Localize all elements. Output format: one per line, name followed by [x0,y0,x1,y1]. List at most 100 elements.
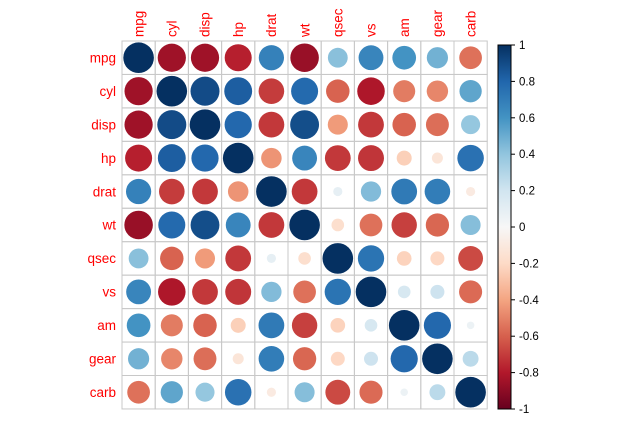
corr-circle-wt-qsec [331,218,345,232]
corr-circle-qsec-wt [298,252,311,265]
corr-circle-disp-hp [224,111,252,139]
row-label-carb: carb [90,385,116,400]
corr-circle-carb-wt [294,382,315,403]
col-label-vs: vs [364,23,379,37]
corr-circle-hp-cyl [157,144,186,173]
corr-circle-mpg-hp [224,44,252,72]
row-label-hp: hp [101,151,116,166]
corr-circle-carb-gear [429,384,446,401]
corr-circle-qsec-mpg [128,248,149,269]
corr-circle-disp-qsec [327,114,348,135]
col-label-mpg: mpg [131,11,146,37]
corr-circle-hp-gear [431,152,443,164]
corr-circle-wt-gear [425,213,450,237]
corr-circle-gear-carb [462,350,479,367]
corr-circle-carb-am [400,388,408,396]
corr-circle-am-mpg [126,313,151,338]
corr-circle-qsec-gear [430,251,445,266]
corr-circle-drat-wt [291,178,318,205]
corr-circle-hp-carb [457,144,484,172]
corr-circle-qsec-hp [225,245,252,272]
corr-circle-am-wt [291,312,318,339]
corr-circle-wt-drat [258,212,285,238]
corr-circle-am-qsec [330,317,346,333]
corr-circle-cyl-cyl [156,75,188,107]
corr-circle-qsec-disp [194,248,216,269]
corr-circle-mpg-disp [190,43,220,72]
corr-circle-cyl-wt [291,77,319,105]
colorbar-tick-label: 0 [519,222,525,234]
corr-circle-wt-mpg [124,210,153,240]
corr-circle-wt-disp [190,210,220,240]
corr-circle-mpg-vs [358,45,384,71]
corr-circle-drat-carb [466,186,476,197]
row-label-disp: disp [91,117,116,132]
row-label-cyl: cyl [100,84,117,99]
corr-circle-mpg-cyl [157,43,186,72]
corr-circle-disp-carb [461,115,481,135]
row-label-mpg: mpg [90,50,116,65]
row-label-qsec: qsec [87,251,116,266]
corr-circle-am-gear [423,311,451,339]
corr-circle-wt-cyl [158,211,186,239]
corr-circle-hp-wt [292,145,318,171]
corr-circle-vs-am [397,285,411,299]
corr-circle-drat-mpg [125,178,152,205]
corr-circle-cyl-mpg [124,77,153,106]
corr-circle-disp-vs [358,111,384,138]
row-label-drat: drat [93,184,117,199]
colorbar-tick-label: -0.2 [519,258,539,270]
corr-circle-drat-cyl [159,178,185,205]
corr-circle-cyl-carb [459,80,482,103]
corr-circle-carb-qsec [325,379,351,405]
corr-circle-mpg-am [392,45,417,70]
corr-circle-wt-wt [289,209,320,241]
corr-circle-vs-mpg [126,279,152,305]
corr-circle-drat-qsec [333,186,343,197]
corr-circle-hp-drat [261,147,282,169]
corr-circle-qsec-carb [458,246,484,271]
corr-circle-wt-vs [359,213,383,237]
corr-circle-disp-drat [258,111,285,138]
corr-circle-cyl-disp [190,76,220,106]
colorbar-tick-label: 1 [519,40,525,52]
col-label-qsec: qsec [331,8,346,37]
corr-circle-cyl-vs [357,77,385,105]
col-label-cyl: cyl [165,21,180,38]
corr-circle-gear-am [390,345,418,373]
col-label-carb: carb [463,11,478,37]
corr-circle-gear-hp [232,353,244,365]
colorbar-tick-label: -0.8 [519,368,539,380]
corr-circle-am-carb [466,321,475,330]
corr-circle-vs-disp [192,278,218,305]
colorbar-tick-label: 0.4 [519,149,536,161]
corr-circle-drat-hp [227,181,249,202]
corr-circle-carb-cyl [160,381,183,404]
corr-circle-drat-vs [360,181,382,202]
corr-circle-disp-am [392,112,416,137]
colorbar-gradient [497,44,512,410]
corr-circle-disp-wt [290,110,320,140]
corr-circle-vs-cyl [158,278,186,306]
colorbar-tick-label: 0.6 [519,113,535,125]
corr-circle-drat-gear [424,178,451,205]
col-label-wt: wt [297,23,312,38]
corr-circle-carb-hp [224,378,252,406]
corr-circle-wt-carb [460,214,481,236]
row-label-wt: wt [102,218,117,233]
col-label-drat: drat [264,13,279,37]
row-label-vs: vs [103,285,117,300]
corr-circle-mpg-carb [459,46,482,70]
col-label-hp: hp [231,22,246,37]
corr-circle-hp-vs [358,145,384,172]
col-label-gear: gear [430,9,445,37]
colorbar-tick-label: -0.6 [519,331,539,343]
corr-circle-qsec-vs [357,245,385,272]
corr-circle-carb-vs [359,380,383,404]
corr-circle-vs-vs [355,276,387,308]
corr-circle-cyl-hp [224,77,253,106]
colorbar-tick-label: -1 [519,404,529,416]
corr-circle-vs-hp [225,278,252,305]
row-label-gear: gear [89,352,117,367]
